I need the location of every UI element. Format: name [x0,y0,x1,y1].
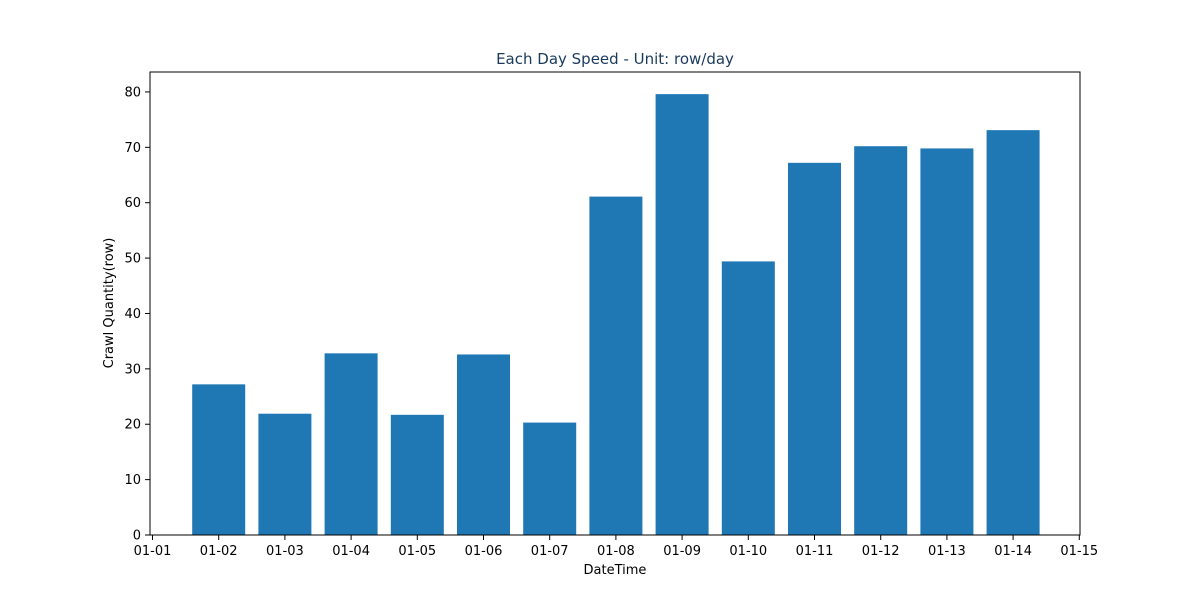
x-tick-label: 01-15 [1060,544,1098,559]
bars-group [192,94,1040,536]
x-tick-label: 01-04 [332,544,370,559]
bar-01-09 [655,94,709,536]
bar-01-04 [324,353,378,535]
bar-01-08 [589,196,643,536]
bar-01-03 [258,413,312,535]
x-tick-label: 01-10 [729,544,767,559]
bar-01-13 [920,148,974,535]
y-tick-label: 70 [124,141,141,156]
chart-title: Each Day Speed - Unit: row/day [496,50,734,68]
y-tick-label: 0 [133,529,141,544]
x-tick-label: 01-09 [663,544,701,559]
x-axis-label: DateTime [584,563,647,578]
plot-frame [149,71,1081,536]
y-axis-label: Crawl Quantity(row) [102,238,117,369]
bar-01-10 [721,261,775,535]
x-tick-label: 01-07 [531,544,569,559]
x-tick-label: 01-01 [134,544,172,559]
bar-01-07 [523,422,577,535]
bar-01-12 [854,146,908,535]
y-tick-label: 20 [124,418,141,433]
x-axis-ticks: 01-01 01-02 01-03 01-04 01-05 01-06 01-07 01-08… [134,535,1098,559]
bar-01-14 [986,130,1040,535]
x-tick-label: 01-08 [597,544,635,559]
bar-01-05 [390,414,444,535]
y-tick-label: 50 [124,252,141,267]
x-tick-label: 01-06 [465,544,503,559]
y-tick-label: 30 [124,362,141,377]
x-tick-label: 01-03 [266,544,304,559]
x-tick-label: 01-14 [994,544,1032,559]
y-tick-label: 60 [124,196,141,211]
y-axis-ticks: 0 10 20 30 40 50 60 70 80 [124,85,150,544]
y-tick-label: 40 [124,307,141,322]
x-tick-label: 01-12 [862,544,900,559]
bar-01-11 [788,162,841,535]
bar-01-06 [457,354,510,535]
y-tick-label: 10 [124,473,141,488]
x-tick-label: 01-13 [928,544,966,559]
x-tick-label: 01-11 [796,544,834,559]
x-tick-label: 01-02 [200,544,238,559]
bar-01-02 [192,384,246,535]
y-tick-label: 80 [124,85,141,100]
x-tick-label: 01-05 [398,544,436,559]
